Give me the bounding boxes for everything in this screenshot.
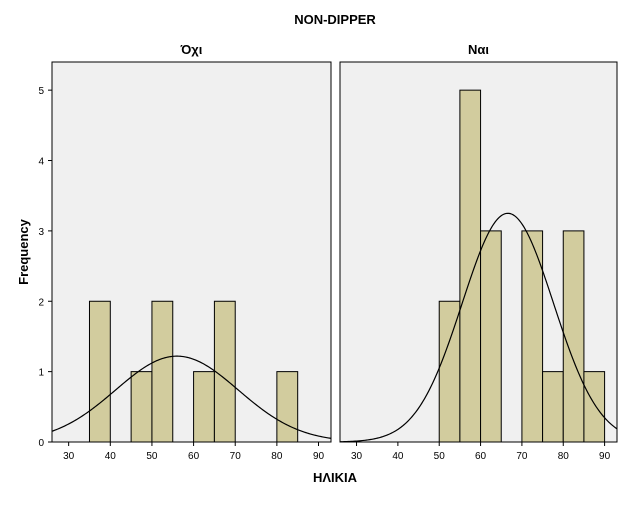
panel-1: Όχι 30 40 50 60 70 80 90 0 1 2 3 4 5 [38,42,332,462]
x-tick-label: 70 [230,451,242,462]
y-tick-label: 3 [38,227,44,238]
histogram-bar [583,371,606,443]
y-axis-title: Frequency [16,218,31,285]
x-tick-label: 70 [516,451,528,462]
histogram-bar [88,300,111,443]
histogram-bar [480,230,502,443]
histogram-bar [276,371,299,443]
histogram-bar [193,371,215,443]
chart-title: NON-DIPPER [294,12,376,27]
histogram-bar [542,371,564,443]
x-tick-label: 30 [63,451,75,462]
panels-group: Όχι 30 40 50 60 70 80 90 0 1 2 3 4 5 Ναι 30 40 50 60 70 80 90 [38,42,618,462]
x-tick-label: 60 [475,451,487,462]
histogram-bar [438,300,461,443]
y-tick-label: 0 [38,438,44,449]
histogram-bar [213,300,236,443]
panel-title: Όχι [180,42,203,57]
normal-curve [339,212,618,443]
histogram-bar [562,230,585,443]
x-tick-label: 50 [434,451,446,462]
x-tick-label: 80 [271,451,283,462]
y-tick-label: 1 [38,368,44,379]
panel-title: Ναι [468,42,489,57]
histogram-bar [459,89,482,443]
x-tick-label: 40 [105,451,117,462]
panel-2: Ναι 30 40 50 60 70 80 90 [339,42,618,462]
x-tick-label: 60 [188,451,200,462]
y-tick-label: 2 [38,297,44,308]
y-tick-label: 5 [38,86,44,97]
x-tick-label: 90 [599,451,611,462]
normal-curve [51,355,332,439]
x-tick-label: 90 [313,451,325,462]
histogram-bar [521,230,544,443]
x-tick-label: 40 [392,451,404,462]
y-tick-label: 4 [38,157,44,168]
x-tick-label: 30 [351,451,363,462]
x-tick-label: 50 [146,451,158,462]
histogram-bar [151,300,174,443]
x-tick-label: 80 [558,451,570,462]
histogram-bar [130,371,153,443]
x-axis-title: ΗΛΙΚΙΑ [313,470,358,485]
